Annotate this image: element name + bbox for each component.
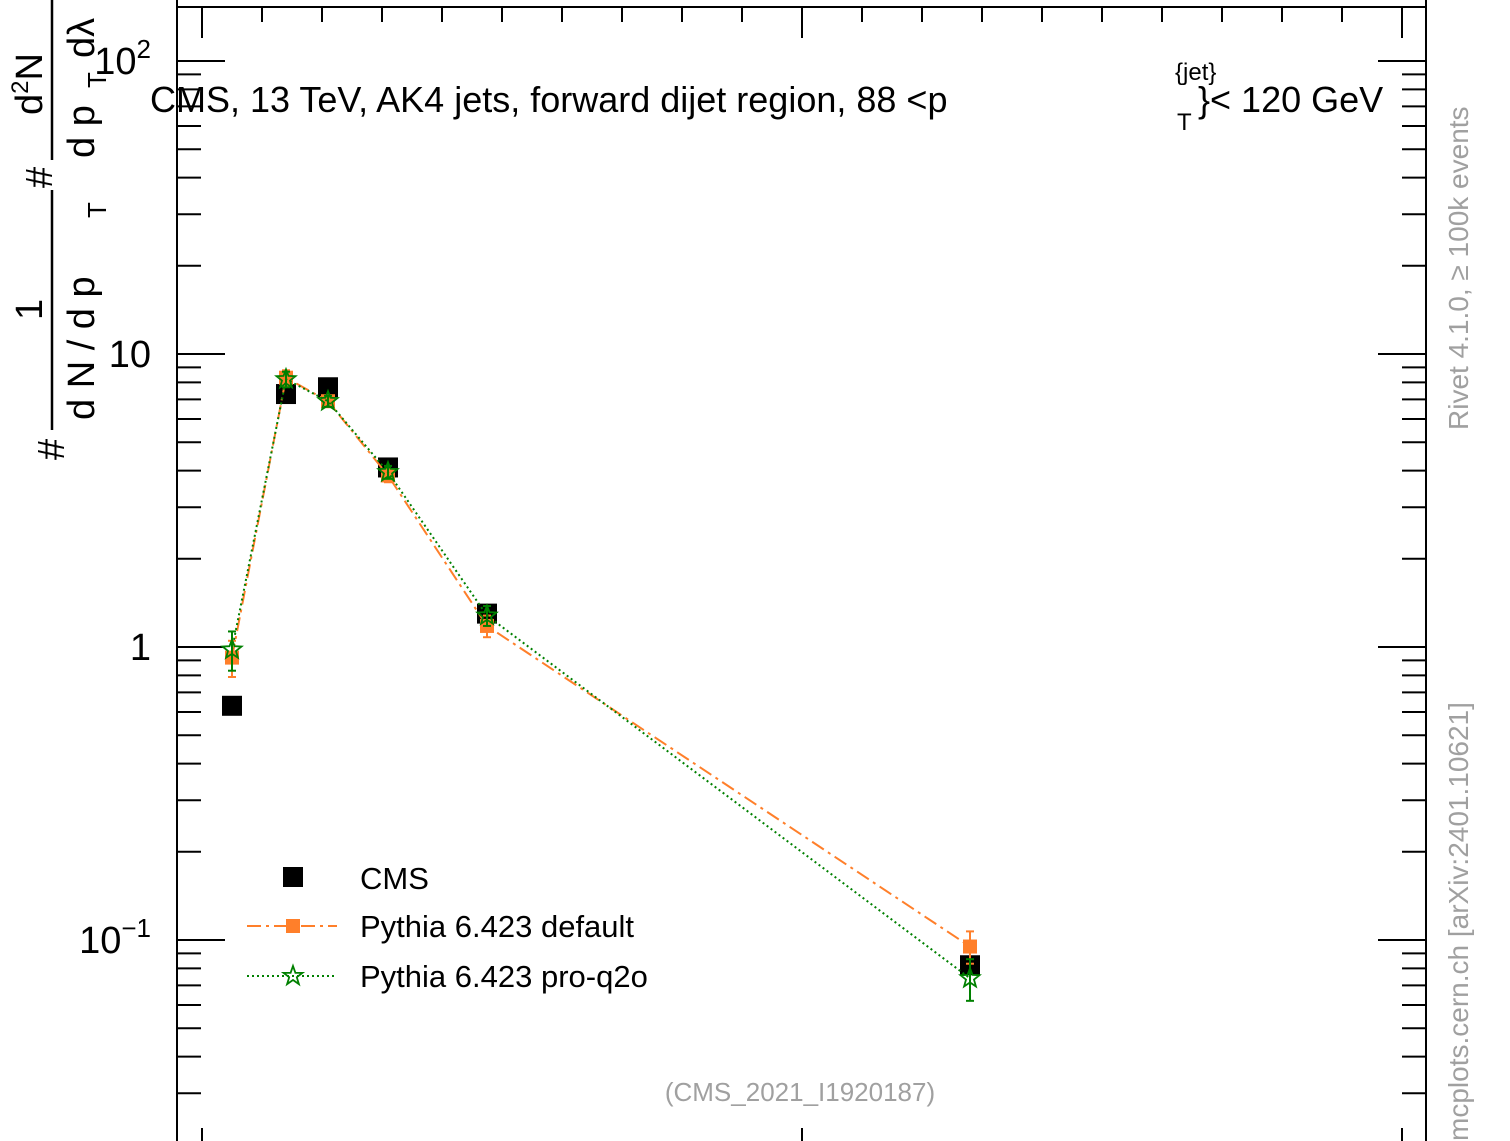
y-tick-label: 10 (109, 334, 151, 376)
legend-marker-default (286, 919, 300, 933)
chart-title-sub: T (1177, 109, 1192, 136)
data-layer (220, 366, 982, 1002)
chart-title-sup: {jet} (1175, 59, 1216, 86)
data-point (220, 637, 244, 660)
data-point (316, 388, 340, 412)
series-line (231, 376, 971, 948)
ylabel-frac-num: 1 (9, 299, 51, 320)
ylabel-d2n-den: d p (61, 105, 103, 158)
mcplots-label: mcplots.cern.ch [arXiv:2401.10621] (1443, 702, 1474, 1141)
y-tick-label: 1 (130, 627, 151, 669)
rivet-label: Rivet 4.1.0, ≥ 100k events (1443, 106, 1474, 430)
data-point (475, 603, 499, 626)
ylabel-hash-1: # (31, 439, 73, 460)
data-point (274, 366, 298, 390)
data-point (963, 939, 977, 954)
ylabel-d2n-den-sub: T (82, 72, 112, 88)
series-line (231, 377, 971, 980)
data-point (222, 695, 242, 716)
legend-label-default: Pythia 6.423 default (360, 909, 634, 944)
ylabel-d2n-den-tail: dλ (61, 18, 103, 58)
ylabel-d2n-num: d2N (7, 53, 51, 115)
series-0 (222, 377, 980, 976)
legend-marker-cms (283, 867, 303, 887)
ylabel-frac-den-sub: T (82, 202, 112, 218)
chart-title: CMS, 13 TeV, AK4 jets, forward dijet reg… (150, 79, 947, 120)
y-axis-label: # 1 d N / d p T # d2N d p T dλ (7, 0, 112, 460)
data-point (318, 377, 338, 398)
axis-ticks (177, 7, 1426, 1141)
y-tick-label: 10−1 (79, 913, 151, 962)
legend-marker-proq2o (280, 963, 306, 987)
series-2 (220, 366, 982, 1002)
ylabel-frac-den: d N / d p (61, 276, 103, 420)
ylabel-hash-2: # (19, 167, 61, 188)
legend-label-proq2o: Pythia 6.423 pro-q2o (360, 959, 648, 994)
legend: CMS Pythia 6.423 default Pythia 6.423 pr… (247, 861, 648, 994)
y-tick-label: 102 (94, 34, 151, 83)
chart-title-tail: }< 120 GeV (1198, 79, 1383, 120)
data-point (376, 459, 400, 483)
data-point (958, 965, 982, 989)
y-tick-labels: 10−1 1 10 102 (79, 34, 151, 962)
analysis-annotation: (CMS_2021_I1920187) (665, 1077, 935, 1107)
series-1 (225, 369, 977, 965)
legend-label-cms: CMS (360, 861, 429, 896)
